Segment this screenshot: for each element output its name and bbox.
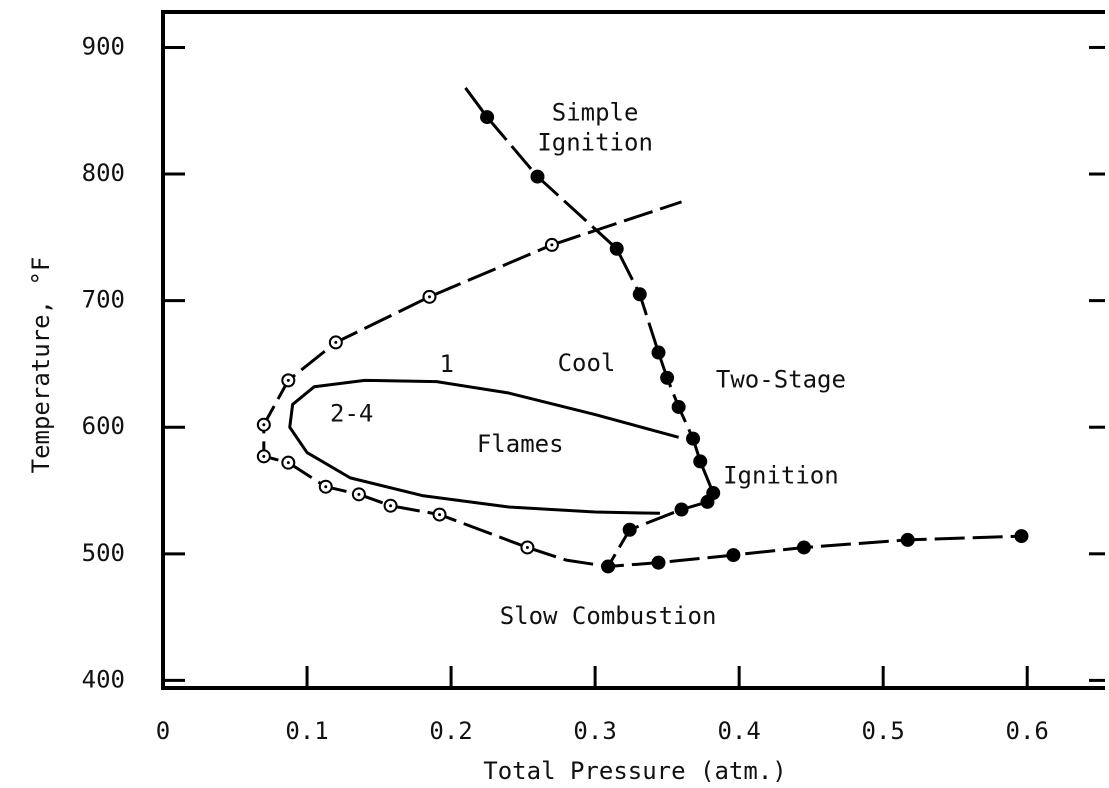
x-tick-label: 0.3 — [573, 717, 616, 745]
point — [601, 559, 616, 574]
series-line — [485, 116, 1022, 568]
point-center — [525, 545, 529, 549]
x-axis-label: Total Pressure (atm.) — [483, 757, 786, 785]
point-center — [357, 492, 361, 496]
point-center — [550, 243, 554, 247]
y-tick-label: 900 — [82, 32, 125, 60]
point — [632, 287, 647, 302]
series-line — [262, 243, 553, 549]
annotation: Simple — [552, 98, 639, 126]
point-center — [427, 295, 431, 299]
point-center — [262, 423, 266, 427]
x-tick-label: 0.6 — [1006, 717, 1049, 745]
point — [651, 555, 666, 570]
point — [693, 454, 708, 469]
point-center — [438, 513, 442, 517]
annotation: 2-4 — [330, 400, 373, 428]
point-center — [334, 340, 338, 344]
annotation: Ignition — [723, 462, 839, 490]
annotation: 1 — [440, 350, 454, 378]
point — [651, 345, 666, 360]
point — [609, 241, 624, 256]
point — [674, 502, 689, 517]
x-tick-label: 0.4 — [717, 717, 760, 745]
point — [660, 370, 675, 385]
annotation: Slow Combustion — [500, 602, 717, 630]
point — [1014, 529, 1029, 544]
y-tick-label: 500 — [82, 539, 125, 567]
point — [796, 540, 811, 555]
point-center — [262, 454, 266, 458]
x-tick-label: 0.1 — [285, 717, 328, 745]
x-tick-label: 0 — [156, 717, 170, 745]
curve — [551, 200, 683, 247]
y-tick-label: 400 — [82, 665, 125, 693]
point — [480, 110, 495, 125]
point-center — [286, 461, 290, 465]
annotation: Two-Stage — [716, 365, 846, 393]
axis-frame — [161, 10, 1105, 690]
point — [530, 169, 545, 184]
curve — [288, 378, 680, 515]
point — [900, 532, 915, 547]
annotation: Flames — [477, 430, 564, 458]
annotation: Cool — [558, 349, 616, 377]
curve — [464, 87, 489, 118]
point — [622, 522, 637, 537]
point — [671, 399, 686, 414]
y-tick-label: 800 — [82, 159, 125, 187]
x-tick-label: 0.2 — [429, 717, 472, 745]
x-tick-label: 0.5 — [862, 717, 905, 745]
point — [726, 548, 741, 563]
point-center — [286, 378, 290, 382]
annotation: Ignition — [537, 129, 653, 157]
y-axis-label: Temperature, °F — [27, 257, 55, 474]
point-center — [389, 504, 393, 508]
point-center — [324, 485, 328, 489]
point — [700, 494, 715, 509]
point — [686, 431, 701, 446]
curve — [526, 546, 609, 568]
y-tick-label: 700 — [82, 286, 125, 314]
y-tick-label: 600 — [82, 412, 125, 440]
